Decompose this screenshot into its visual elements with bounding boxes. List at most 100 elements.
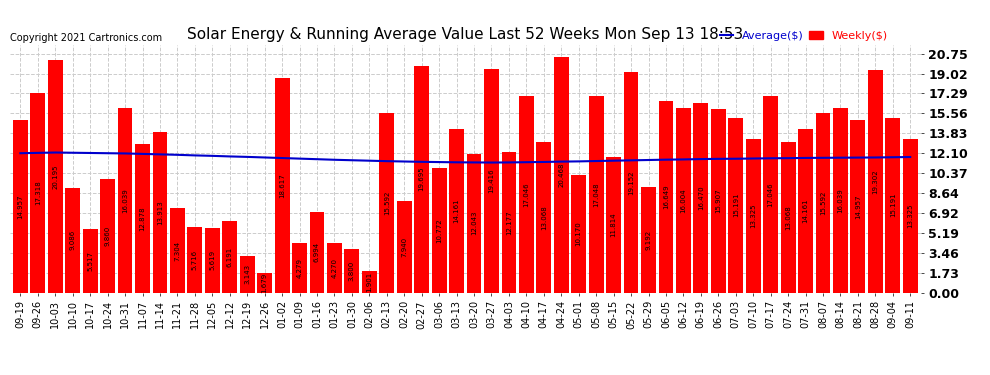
Text: 10.170: 10.170 [576, 222, 582, 246]
Text: 13.068: 13.068 [541, 205, 546, 230]
Bar [885, 118, 900, 292]
Text: 15.592: 15.592 [384, 190, 390, 215]
Text: 18.617: 18.617 [279, 173, 285, 198]
Bar [693, 103, 708, 292]
Text: 15.592: 15.592 [820, 190, 826, 215]
Text: 15.191: 15.191 [733, 193, 739, 217]
Text: 12.043: 12.043 [471, 211, 477, 236]
Bar [868, 70, 883, 292]
Text: 16.470: 16.470 [698, 185, 704, 210]
Bar [642, 187, 656, 292]
Bar [310, 212, 325, 292]
Bar [83, 229, 98, 292]
Bar [414, 66, 429, 292]
Text: 17.046: 17.046 [767, 182, 773, 207]
Text: 6.994: 6.994 [314, 242, 320, 262]
Text: 17.048: 17.048 [593, 182, 599, 207]
Bar [781, 142, 796, 292]
Text: 14.957: 14.957 [855, 194, 861, 219]
Bar [571, 176, 586, 292]
Bar [274, 78, 289, 292]
Bar [187, 227, 202, 292]
Title: Solar Energy & Running Average Value Last 52 Weeks Mon Sep 13 18:53: Solar Energy & Running Average Value Las… [187, 27, 743, 42]
Text: 14.161: 14.161 [803, 199, 809, 223]
Bar [135, 144, 149, 292]
Bar [449, 129, 464, 292]
Bar [118, 108, 133, 292]
Text: 13.325: 13.325 [907, 204, 913, 228]
Bar [13, 120, 28, 292]
Text: 9.192: 9.192 [645, 230, 651, 250]
Text: 9.086: 9.086 [69, 230, 75, 251]
Text: 19.416: 19.416 [488, 168, 494, 193]
Legend: Average($), Weekly($): Average($), Weekly($) [720, 31, 888, 41]
Text: 15.191: 15.191 [890, 193, 896, 217]
Text: 9.860: 9.860 [105, 226, 111, 246]
Bar [537, 142, 551, 292]
Bar [48, 60, 62, 292]
Text: 1.901: 1.901 [366, 272, 372, 292]
Text: 20.468: 20.468 [558, 162, 564, 187]
Bar [763, 96, 778, 292]
Text: 14.161: 14.161 [453, 199, 459, 223]
Text: 10.772: 10.772 [437, 218, 443, 243]
Text: 16.004: 16.004 [680, 188, 686, 213]
Bar [711, 110, 726, 292]
Text: 17.318: 17.318 [35, 180, 41, 205]
Text: 5.619: 5.619 [209, 250, 215, 270]
Text: 4.279: 4.279 [297, 258, 303, 278]
Text: 7.304: 7.304 [174, 240, 180, 261]
Bar [397, 201, 412, 292]
Bar [729, 118, 743, 292]
Bar [432, 168, 446, 292]
Bar [624, 72, 639, 292]
Text: 4.270: 4.270 [332, 258, 338, 278]
Bar [257, 273, 272, 292]
Text: 19.302: 19.302 [872, 169, 878, 194]
Text: 1.679: 1.679 [261, 273, 267, 293]
Bar [205, 228, 220, 292]
Bar [676, 108, 691, 292]
Bar [379, 113, 394, 292]
Text: 14.957: 14.957 [18, 194, 24, 219]
Text: Copyright 2021 Cartronics.com: Copyright 2021 Cartronics.com [10, 33, 162, 42]
Text: 20.195: 20.195 [52, 164, 58, 189]
Text: 5.716: 5.716 [192, 249, 198, 270]
Bar [170, 209, 185, 292]
Bar [816, 113, 831, 292]
Bar [502, 152, 517, 292]
Text: 7.940: 7.940 [401, 237, 407, 257]
Bar [519, 96, 534, 292]
Text: 11.814: 11.814 [611, 212, 617, 237]
Bar [345, 249, 359, 292]
Bar [31, 93, 46, 292]
Text: 3.143: 3.143 [245, 264, 250, 285]
Bar [65, 188, 80, 292]
Bar [100, 179, 115, 292]
Text: 17.046: 17.046 [524, 182, 530, 207]
Bar [658, 101, 673, 292]
Bar [745, 139, 760, 292]
Bar [362, 271, 377, 292]
Text: 19.152: 19.152 [628, 170, 634, 195]
Text: 16.039: 16.039 [122, 188, 128, 213]
Bar [152, 132, 167, 292]
Bar [484, 69, 499, 292]
Bar [240, 256, 254, 292]
Text: 5.517: 5.517 [87, 251, 93, 271]
Bar [553, 57, 568, 292]
Bar [292, 243, 307, 292]
Bar [466, 154, 481, 292]
Text: 13.325: 13.325 [750, 204, 756, 228]
Bar [606, 156, 621, 292]
Text: 19.695: 19.695 [419, 167, 425, 192]
Text: 15.907: 15.907 [716, 189, 722, 213]
Text: 6.191: 6.191 [227, 247, 233, 267]
Bar [850, 120, 865, 292]
Bar [798, 129, 813, 292]
Text: 13.913: 13.913 [157, 200, 163, 225]
Bar [903, 139, 918, 292]
Text: 3.800: 3.800 [348, 261, 354, 281]
Bar [589, 96, 604, 292]
Text: 12.177: 12.177 [506, 210, 512, 235]
